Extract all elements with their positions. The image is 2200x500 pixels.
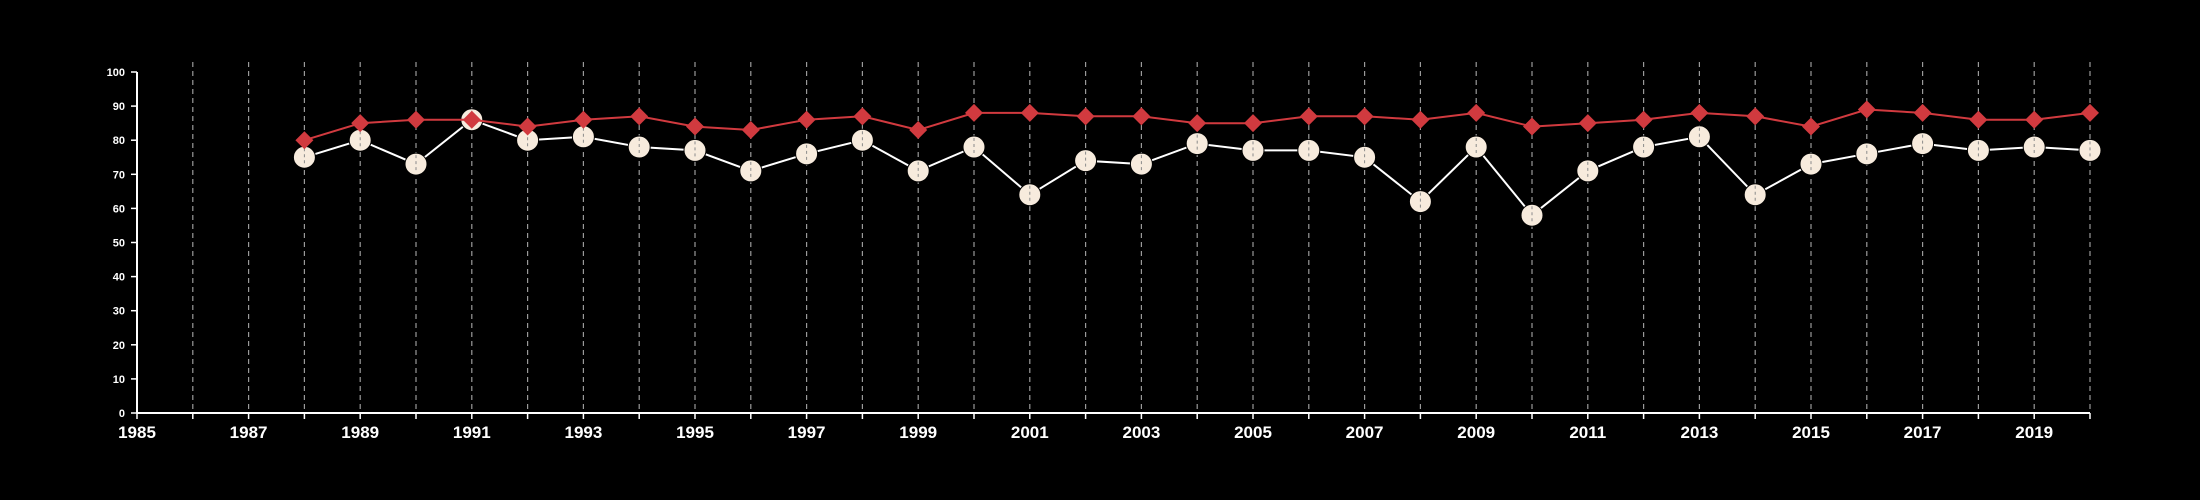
data-point-diamond	[1913, 103, 1932, 122]
x-tick-label: 2009	[1457, 423, 1495, 442]
y-tick-label: 0	[119, 408, 125, 420]
data-point-diamond	[741, 120, 760, 139]
y-tick-label: 30	[113, 306, 125, 318]
x-tick-label: 2019	[2015, 423, 2053, 442]
y-tick-label: 100	[107, 67, 125, 79]
data-point-diamond	[1076, 107, 1095, 126]
y-tick-label: 60	[113, 203, 125, 215]
y-tick-label: 90	[113, 101, 125, 113]
data-point-diamond	[797, 110, 816, 129]
data-point-diamond	[1467, 103, 1486, 122]
x-tick-label: 1995	[676, 423, 714, 442]
x-tick-label: 2011	[1569, 423, 1606, 442]
data-point-diamond	[1132, 107, 1151, 126]
data-point-diamond	[1746, 107, 1765, 126]
data-point-diamond	[1355, 107, 1374, 126]
data-point-diamond	[574, 110, 593, 129]
data-point-diamond	[2025, 110, 2044, 129]
x-tick-label: 1991	[453, 423, 491, 442]
x-tick-label: 1987	[230, 423, 268, 442]
x-tick-label: 1999	[899, 423, 937, 442]
x-tick-label: 2005	[1234, 423, 1272, 442]
x-tick-label: 1997	[788, 423, 826, 442]
data-point-diamond	[965, 103, 983, 122]
data-point-diamond	[1188, 114, 1207, 133]
x-tick-label: 1989	[341, 423, 379, 442]
data-point-diamond	[407, 110, 425, 129]
data-point-diamond	[462, 110, 481, 129]
data-point-diamond	[1523, 117, 1541, 136]
data-point-diamond	[853, 107, 872, 126]
y-tick-label: 80	[113, 135, 125, 147]
x-tick-label: 2001	[1011, 423, 1049, 442]
data-point-diamond	[2081, 103, 2099, 122]
y-tick-label: 20	[113, 340, 125, 352]
y-tick-label: 40	[113, 272, 125, 284]
data-point-diamond	[909, 120, 928, 139]
x-tick-label: 1985	[118, 423, 156, 442]
x-tick-label: 2007	[1346, 423, 1384, 442]
x-axis-ticks: 1985 1987 1989 1991 1993 1995 1997 1999 2001 2003…	[118, 413, 2091, 442]
x-tick-label: 2017	[1904, 423, 1942, 442]
data-point-diamond	[1690, 103, 1709, 122]
data-point-diamond	[630, 107, 649, 126]
series-layer	[292, 100, 2102, 227]
data-point-diamond	[1802, 117, 1820, 136]
data-point-diamond	[1411, 110, 1430, 129]
y-axis-ticks: 0 10 20 30 40 50 60 70 80 90 100	[107, 67, 137, 420]
data-point-diamond	[686, 117, 704, 136]
data-point-diamond	[1578, 114, 1597, 133]
data-point-diamond	[1857, 100, 1876, 119]
x-tick-label: 2003	[1122, 423, 1160, 442]
y-tick-label: 70	[113, 169, 125, 181]
y-tick-label: 10	[113, 374, 125, 386]
data-point-diamond	[518, 117, 537, 136]
x-tick-label: 1993	[564, 423, 602, 442]
data-point-diamond	[1244, 114, 1262, 133]
data-point-diamond	[1634, 110, 1653, 129]
data-point-diamond	[351, 114, 370, 133]
x-tick-label: 2013	[1680, 423, 1718, 442]
y-tick-label: 50	[113, 238, 125, 250]
data-point-diamond	[1020, 103, 1039, 122]
data-point-diamond	[1299, 107, 1318, 126]
x-tick-label: 2015	[1792, 423, 1830, 442]
data-point-diamond	[1969, 110, 1988, 129]
data-point-diamond	[295, 131, 314, 150]
